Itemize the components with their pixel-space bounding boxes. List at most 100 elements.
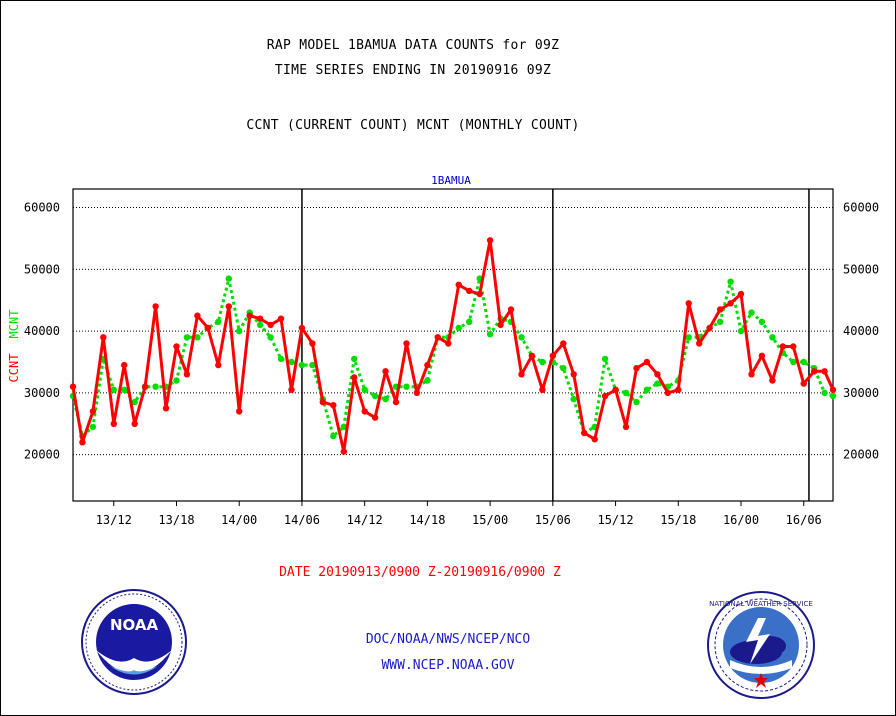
point-ccnt-11 xyxy=(183,371,191,378)
point-mcnt-47 xyxy=(560,365,567,372)
point-ccnt-1 xyxy=(79,439,86,446)
ytick-left-30000: 30000 xyxy=(24,386,60,400)
point-ccnt-19 xyxy=(267,321,274,329)
point-ccnt-10 xyxy=(173,343,180,350)
point-ccnt-71 xyxy=(811,368,818,375)
point-ccnt-62 xyxy=(716,306,724,313)
point-mcnt-18 xyxy=(256,321,264,329)
point-ccnt-55 xyxy=(643,358,651,366)
point-ccnt-33 xyxy=(413,389,421,397)
ylabel-ccnt: CCNT xyxy=(7,354,21,383)
xtick-label-16-06: 16/06 xyxy=(786,513,822,527)
point-mcnt-66 xyxy=(758,318,766,325)
point-mcnt-11 xyxy=(183,334,191,341)
point-ccnt-60 xyxy=(696,340,703,347)
xtick-label-14-00: 14/00 xyxy=(221,513,257,527)
xtick-label-15-18: 15/18 xyxy=(660,513,696,527)
point-ccnt-70 xyxy=(800,380,807,387)
point-mcnt-38 xyxy=(466,318,473,325)
point-ccnt-13 xyxy=(204,324,212,332)
point-ccnt-14 xyxy=(215,361,222,369)
point-mcnt-53 xyxy=(622,389,630,397)
point-mcnt-63 xyxy=(727,278,734,285)
point-ccnt-67 xyxy=(769,377,776,384)
point-mcnt-69 xyxy=(790,358,797,366)
point-ccnt-45 xyxy=(539,386,546,393)
point-ccnt-24 xyxy=(319,398,326,406)
point-mcnt-72 xyxy=(821,389,828,397)
series-line-mcnt xyxy=(71,277,834,438)
ytick-right-60000: 60000 xyxy=(843,201,879,215)
point-ccnt-12 xyxy=(194,312,201,319)
date-range: DATE 20190913/0900 Z-20190916/0900 Z xyxy=(279,565,561,580)
point-mcnt-65 xyxy=(748,309,755,316)
point-ccnt-64 xyxy=(737,290,745,298)
point-mcnt-8 xyxy=(152,383,159,390)
point-ccnt-61 xyxy=(706,324,713,332)
point-mcnt-12 xyxy=(194,334,201,341)
point-ccnt-17 xyxy=(246,312,253,319)
point-ccnt-35 xyxy=(434,334,441,341)
point-ccnt-66 xyxy=(758,352,766,359)
point-ccnt-5 xyxy=(121,361,128,369)
point-ccnt-65 xyxy=(748,371,755,378)
point-mcnt-21 xyxy=(288,358,295,366)
point-ccnt-39 xyxy=(476,290,483,298)
point-mcnt-48 xyxy=(570,395,577,403)
point-mcnt-6 xyxy=(131,398,138,406)
point-ccnt-36 xyxy=(445,340,452,347)
point-mcnt-70 xyxy=(800,358,807,366)
ylabel-mcnt: MCNT xyxy=(7,310,21,339)
point-ccnt-72 xyxy=(821,368,828,375)
point-ccnt-4 xyxy=(110,420,118,427)
point-mcnt-30 xyxy=(382,395,389,403)
ytick-right-50000: 50000 xyxy=(843,262,879,276)
xtick-label-13-12: 13/12 xyxy=(96,513,132,527)
chart-station-title: 1BAMUA xyxy=(431,174,471,187)
footer-org-path: DOC/NOAA/NWS/NCEP/NCO xyxy=(365,632,531,647)
point-ccnt-57 xyxy=(664,389,671,397)
point-ccnt-30 xyxy=(382,368,389,375)
point-mcnt-55 xyxy=(643,386,651,393)
noaa-logo-text: NOAA xyxy=(110,616,159,634)
point-mcnt-51 xyxy=(601,355,609,363)
point-ccnt-6 xyxy=(131,420,138,427)
point-mcnt-2 xyxy=(89,423,97,431)
chart-title-line-3: CCNT (CURRENT COUNT) MCNT (MONTHLY COUNT… xyxy=(246,118,580,133)
xtick-label-14-12: 14/12 xyxy=(347,513,383,527)
point-mcnt-4 xyxy=(110,386,118,393)
point-ccnt-22 xyxy=(298,324,306,332)
point-ccnt-32 xyxy=(403,340,410,347)
plot-area xyxy=(72,188,834,502)
point-mcnt-37 xyxy=(455,324,462,332)
point-mcnt-67 xyxy=(769,334,776,341)
point-mcnt-23 xyxy=(309,361,316,369)
point-mcnt-10 xyxy=(173,377,180,384)
point-ccnt-31 xyxy=(392,398,400,406)
point-ccnt-16 xyxy=(236,408,243,415)
point-ccnt-43 xyxy=(518,371,525,378)
point-mcnt-32 xyxy=(403,383,410,390)
ytick-right-30000: 30000 xyxy=(843,386,879,400)
point-ccnt-38 xyxy=(466,287,473,295)
point-mcnt-26 xyxy=(340,423,347,431)
point-ccnt-73 xyxy=(829,386,837,393)
point-mcnt-5 xyxy=(121,386,128,393)
point-mcnt-16 xyxy=(236,327,243,335)
point-ccnt-25 xyxy=(330,402,337,409)
point-mcnt-29 xyxy=(371,392,379,400)
point-ccnt-48 xyxy=(570,371,577,378)
point-ccnt-69 xyxy=(790,343,797,350)
point-mcnt-40 xyxy=(486,331,494,338)
point-mcnt-19 xyxy=(267,334,274,341)
point-ccnt-41 xyxy=(497,321,504,329)
point-mcnt-15 xyxy=(225,275,232,282)
nws-logo-text: NATIONAL WEATHER SERVICE xyxy=(709,600,813,608)
point-ccnt-46 xyxy=(549,352,556,359)
point-ccnt-15 xyxy=(225,303,232,310)
point-mcnt-20 xyxy=(277,355,285,363)
point-ccnt-21 xyxy=(288,386,295,393)
point-ccnt-26 xyxy=(340,448,347,455)
point-ccnt-8 xyxy=(152,303,159,310)
point-ccnt-54 xyxy=(633,365,640,372)
